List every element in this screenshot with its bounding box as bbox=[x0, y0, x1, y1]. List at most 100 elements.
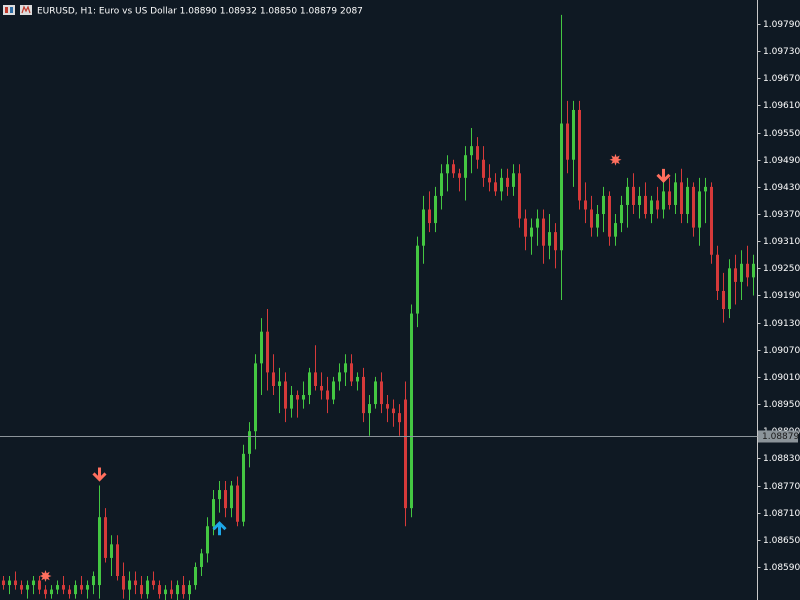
candle-body bbox=[674, 182, 677, 205]
toolbar-icons bbox=[3, 5, 32, 15]
signal-arrow-down bbox=[656, 168, 671, 183]
plot-area: 1.09790 1.09730 1.09670 1.09610 1.09550 1.094… bbox=[0, 14, 800, 600]
y-tick-label: 1.09250 bbox=[763, 264, 800, 274]
candle-body bbox=[254, 363, 257, 432]
candle-body bbox=[428, 209, 431, 224]
candle-body bbox=[728, 268, 731, 310]
y-tick-label: 1.09610 bbox=[763, 101, 800, 111]
candle-body bbox=[284, 381, 287, 409]
candle-body bbox=[530, 227, 533, 237]
candle-body bbox=[596, 214, 599, 228]
candle-body bbox=[542, 218, 545, 246]
candle-body bbox=[110, 544, 113, 558]
candle-body bbox=[680, 182, 683, 215]
candle-body bbox=[692, 186, 695, 228]
candle-body bbox=[272, 372, 275, 386]
icon-part bbox=[10, 7, 13, 13]
icon-part bbox=[21, 5, 31, 14]
candle-body bbox=[146, 580, 149, 595]
y-tick-label: 1.09130 bbox=[763, 319, 800, 329]
candle-body bbox=[440, 173, 443, 196]
candle-body bbox=[20, 585, 23, 590]
candle-body bbox=[566, 123, 569, 160]
candle-body bbox=[62, 585, 65, 590]
candle-body bbox=[266, 331, 269, 373]
candle-body bbox=[746, 263, 749, 278]
candle-body bbox=[362, 376, 365, 414]
candle-body bbox=[572, 109, 575, 160]
candle-body bbox=[590, 209, 593, 228]
y-tick-label: 1.08650 bbox=[763, 536, 800, 546]
candle-body bbox=[614, 223, 617, 237]
signal-arrow-up bbox=[212, 521, 227, 536]
candle-body bbox=[344, 363, 347, 373]
candle-body bbox=[158, 585, 161, 595]
y-tick-label: 1.09550 bbox=[763, 129, 800, 139]
candle-body bbox=[416, 245, 419, 314]
y-tick-label: 1.09190 bbox=[763, 291, 800, 301]
y-tick-label: 1.09370 bbox=[763, 210, 800, 220]
candle-body bbox=[392, 408, 395, 414]
y-tick-label: 1.09010 bbox=[763, 373, 800, 383]
candle-body bbox=[104, 517, 107, 558]
candle-body bbox=[308, 372, 311, 396]
candle-body bbox=[50, 589, 53, 595]
candle-body bbox=[332, 381, 335, 400]
chart-title: EURUSD, H1: Euro vs US Dollar 1.08890 1.… bbox=[37, 7, 363, 17]
candle-body bbox=[710, 186, 713, 255]
candle-body bbox=[38, 580, 41, 590]
candle-body bbox=[32, 580, 35, 586]
candle-body bbox=[644, 195, 647, 215]
candle-body bbox=[512, 173, 515, 187]
candle-body bbox=[740, 263, 743, 282]
candle-body bbox=[560, 123, 563, 251]
candle-body bbox=[164, 589, 167, 595]
candle-body bbox=[578, 109, 581, 201]
candle-body bbox=[152, 580, 155, 586]
candle-body bbox=[140, 585, 143, 595]
price-label: 1.08879 bbox=[762, 432, 799, 442]
candle-body bbox=[116, 544, 119, 577]
y-tick-label: 1.09790 bbox=[763, 20, 800, 30]
candle-body bbox=[194, 566, 197, 586]
candle-body bbox=[182, 585, 185, 595]
candle-body bbox=[122, 576, 125, 590]
candle-body bbox=[302, 395, 305, 400]
candle-body bbox=[320, 385, 323, 391]
candle-body bbox=[488, 177, 491, 183]
candle-body bbox=[698, 191, 701, 228]
candle-body bbox=[134, 580, 137, 586]
candle-body bbox=[524, 218, 527, 237]
candle-body bbox=[704, 186, 707, 192]
candle-body bbox=[374, 381, 377, 405]
candle-body bbox=[476, 146, 479, 160]
candle-body bbox=[458, 173, 461, 178]
candle-body bbox=[200, 553, 203, 567]
y-tick-label: 1.08830 bbox=[763, 454, 800, 464]
candle-body bbox=[176, 585, 179, 595]
candle-body bbox=[602, 195, 605, 215]
candle-body bbox=[668, 191, 671, 205]
candle-body bbox=[422, 209, 425, 246]
candle-body bbox=[224, 490, 227, 509]
candle-body bbox=[80, 585, 83, 590]
y-tick-label: 1.09070 bbox=[763, 346, 800, 356]
candle-body bbox=[218, 490, 221, 500]
icon-part bbox=[5, 7, 8, 13]
candle-body bbox=[626, 186, 629, 205]
candle-body bbox=[248, 431, 251, 454]
candle-body bbox=[722, 290, 725, 310]
candle-body bbox=[494, 182, 497, 192]
y-tick-label: 1.09490 bbox=[763, 156, 800, 166]
candle-body bbox=[386, 404, 389, 409]
candle-body bbox=[278, 381, 281, 386]
candle-body bbox=[326, 390, 329, 400]
candle-body bbox=[500, 177, 503, 192]
candle-body bbox=[86, 585, 89, 590]
icon bbox=[3, 5, 15, 15]
candle-body bbox=[296, 395, 299, 400]
candle-body bbox=[632, 186, 635, 205]
candle-body bbox=[470, 146, 473, 156]
